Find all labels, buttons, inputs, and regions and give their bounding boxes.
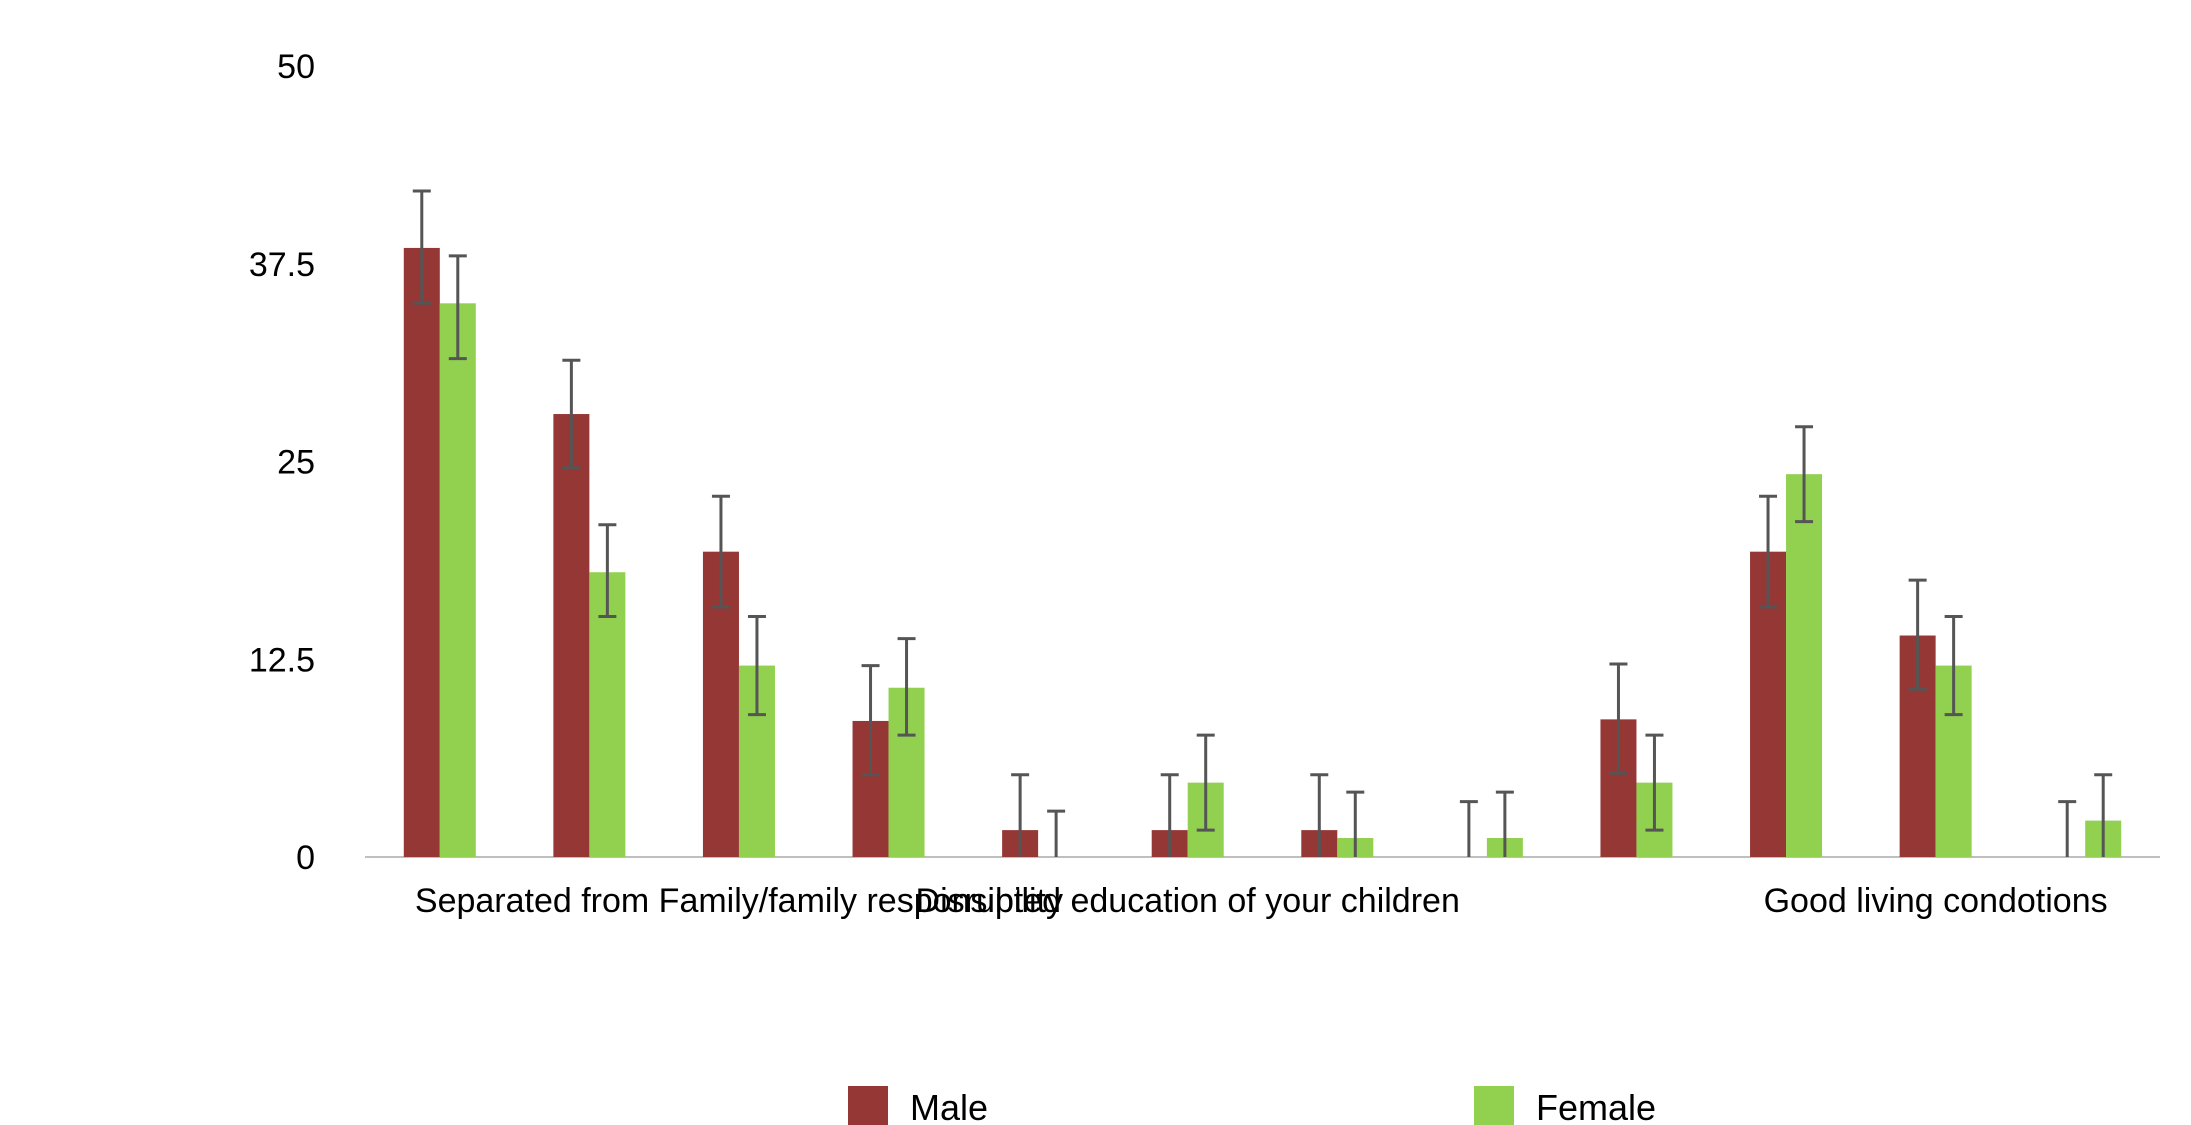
error-bar-female (2094, 773, 2113, 857)
x-category-label: Good living condotions (1764, 882, 2108, 920)
error-bar-female (1047, 809, 1066, 857)
error-bar-male (562, 358, 581, 470)
y-tick-label: 0 (296, 839, 315, 877)
legend-item-female: Female (1474, 1086, 1656, 1125)
error-bar-male (1609, 662, 1628, 775)
error-bar-male (1160, 773, 1179, 857)
x-category-label: Disrupted education of your children (916, 882, 1460, 920)
error-bar-female (1645, 733, 1664, 832)
error-bar-male (1759, 494, 1778, 609)
bars-group (403, 247, 2122, 857)
bar-female (439, 303, 476, 857)
error-bar-male (1459, 800, 1478, 857)
legend: Male Female (848, 1086, 1656, 1125)
error-bar-female (1795, 425, 1814, 524)
bar-female (589, 572, 626, 857)
y-axis: 0 12.5 25 37.5 50 (249, 48, 315, 877)
x-axis-labels: Separated from Family/family responsibil… (415, 882, 2108, 920)
error-bar-female (747, 615, 766, 717)
legend-swatch (1474, 1086, 1514, 1125)
x-category-label: Separated from Family/family responsibil… (415, 882, 1063, 920)
legend-swatch (848, 1086, 888, 1125)
error-bar-female (448, 254, 467, 361)
error-bar-female (1196, 733, 1215, 832)
y-tick-label: 25 (277, 444, 315, 482)
error-bar-male (711, 494, 730, 609)
legend-item-male: Male (848, 1086, 988, 1125)
error-bar-female (598, 523, 617, 619)
error-bars-group (412, 189, 2113, 857)
error-bar-male (412, 189, 431, 305)
y-tick-label: 12.5 (249, 641, 315, 679)
legend-label: Female (1536, 1087, 1656, 1125)
bar-male (553, 414, 590, 857)
error-bar-female (1346, 790, 1365, 857)
error-bar-male (1310, 773, 1329, 857)
error-bar-male (1908, 578, 1927, 691)
error-bar-female (1944, 615, 1963, 717)
error-bar-male (1011, 773, 1030, 857)
y-tick-label: 50 (277, 48, 315, 86)
legend-label: Male (910, 1087, 988, 1125)
error-bar-female (897, 637, 916, 737)
error-bar-female (1495, 790, 1514, 857)
bar-male (403, 247, 440, 857)
bar-female (1786, 474, 1823, 857)
error-bar-male (2058, 800, 2077, 857)
error-bar-male (861, 664, 880, 777)
y-tick-label: 37.5 (249, 246, 315, 284)
